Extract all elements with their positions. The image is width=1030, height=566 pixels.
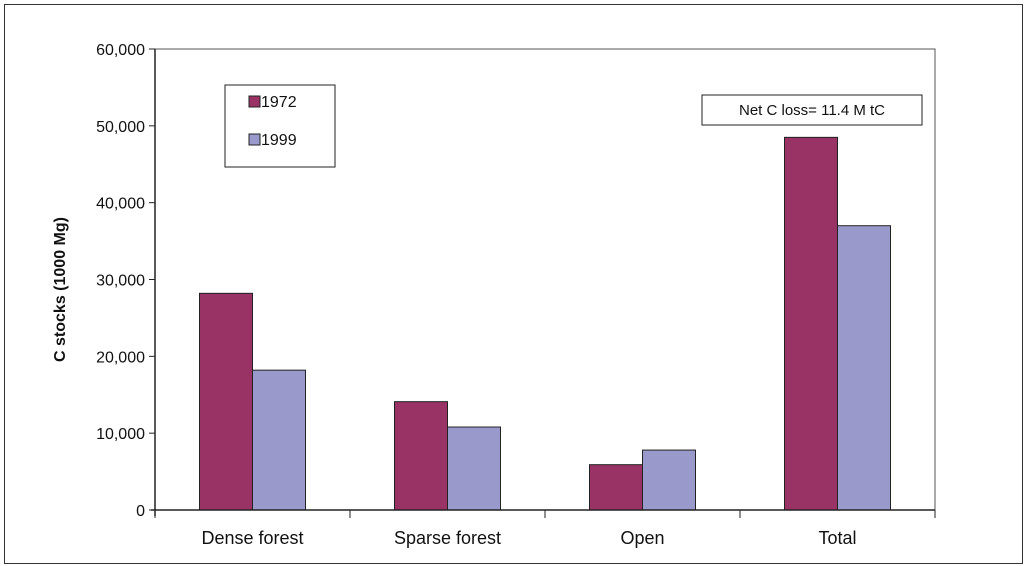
y-tick-label: 60,000	[96, 42, 145, 59]
bar-open-1999	[642, 449, 696, 511]
y-tick-label: 0	[136, 503, 145, 520]
bar-total-1999	[837, 225, 891, 511]
bar-sparse-forest-1972	[394, 401, 448, 511]
y-tick-label: 30,000	[96, 273, 145, 290]
chart-frame: 0 10,000 20,000 30,000 40,000 50,000 60,000 De…	[4, 4, 1023, 564]
x-category-label: Sparse forest	[394, 528, 501, 548]
legend-swatch-1999	[248, 133, 261, 146]
x-category-label: Open	[620, 528, 664, 548]
legend-label-1972: 1972	[261, 94, 297, 111]
annotation-text: Net C loss= 11.4 M tC	[739, 102, 885, 119]
bar-chart: 0 10,000 20,000 30,000 40,000 50,000 60,000 De…	[52, 42, 936, 548]
bar-dense-forest-1972	[199, 292, 253, 511]
y-tick-label: 40,000	[96, 196, 145, 213]
legend-swatch-1972	[248, 95, 261, 108]
y-ticks-group: 0 10,000 20,000 30,000 40,000 50,000 60,000	[96, 42, 155, 520]
y-tick-label: 20,000	[96, 349, 145, 366]
y-tick-label: 50,000	[96, 119, 145, 136]
annotation: Net C loss= 11.4 M tC	[701, 94, 923, 126]
legend-box	[224, 84, 336, 168]
x-category-label: Total	[818, 528, 856, 548]
x-labels-group: Dense forest Sparse forest Open Total	[201, 528, 856, 548]
legend: 1972 1999	[224, 84, 336, 168]
bar-open-1972	[589, 464, 643, 511]
bars-group	[199, 136, 891, 511]
bar-dense-forest-1999	[252, 369, 306, 511]
legend-label-1999: 1999	[261, 132, 297, 149]
y-tick-label: 10,000	[96, 426, 145, 443]
axes-group	[151, 49, 936, 518]
bar-sparse-forest-1999	[447, 426, 501, 511]
x-category-label: Dense forest	[201, 528, 303, 548]
y-axis-title: C stocks (1000 Mg)	[52, 217, 69, 362]
annotation-box	[701, 94, 923, 126]
bar-total-1972	[784, 136, 838, 511]
